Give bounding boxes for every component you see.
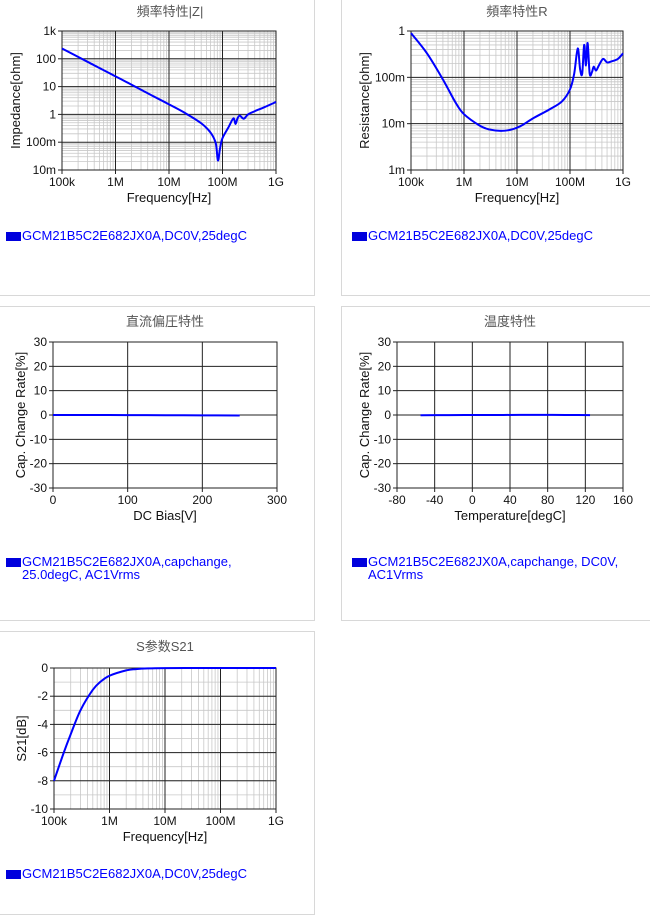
y-tick-label: 1	[398, 24, 405, 38]
chart-impedance: 頻率特性|Z| 100k 1M 10M 100M 1G 10m 100m 1 10 100 1k Fre…	[0, 0, 320, 210]
y-tick-label: 1	[49, 107, 56, 121]
y-tick-label: -30	[374, 481, 392, 495]
y-tick-label: 100m	[26, 135, 56, 149]
x-tick-label: 1G	[615, 175, 631, 189]
y-tick-label: 10	[378, 384, 392, 398]
y-tick-label: -20	[30, 457, 48, 471]
y-tick-label: 10m	[382, 117, 405, 131]
x-tick-label: 100	[118, 493, 138, 507]
chart-resistance: 頻率特性R 100k 1M 10M 100M 1G 1m 10m 100m 1 Frequency[…	[340, 0, 650, 210]
y-tick-label: -10	[30, 432, 48, 446]
legend-swatch	[6, 870, 21, 879]
y-tick-label: 10	[34, 384, 48, 398]
x-tick-label: 40	[503, 493, 517, 507]
legend-swatch	[6, 558, 21, 567]
chart-temperature: 温度特性 -80 -40 0 40 80 120 160 -30 -20 -10 0 10 20 30 Tem…	[340, 307, 650, 527]
y-tick-label: -6	[37, 746, 48, 760]
x-tick-label: 100k	[49, 175, 76, 189]
x-axis-label: Frequency[Hz]	[475, 190, 560, 205]
legend-s21: GCM21B5C2E682JX0A,DC0V,25degC	[6, 867, 247, 880]
x-tick-label: 1M	[107, 175, 124, 189]
legend-swatch	[6, 232, 21, 241]
y-axis-label: Impedance[ohm]	[8, 52, 23, 149]
legend-dc-bias: GCM21B5C2E682JX0A,capchange, 25.0degC, A…	[6, 542, 232, 581]
y-tick-label: -30	[30, 481, 48, 495]
y-tick-label: -8	[37, 774, 48, 788]
y-tick-label: 1k	[43, 24, 57, 38]
y-tick-label: 30	[378, 335, 392, 349]
chart-title: 温度特性	[484, 314, 536, 329]
y-tick-label: 0	[41, 661, 48, 675]
legend-swatch	[352, 558, 367, 567]
x-axis-label: Frequency[Hz]	[127, 190, 212, 205]
chart-s21: S参数S21 100k 1M 10M 100M 1G -10 -8 -6 -4 -2 0 Frequen…	[0, 632, 320, 852]
y-tick-label: 30	[34, 335, 48, 349]
x-axis-label: Temperature[degC]	[454, 508, 565, 523]
y-tick-label: 10m	[33, 163, 56, 177]
chart-title: 直流偏圧特性	[126, 314, 204, 329]
chart-title: 頻率特性R	[486, 4, 547, 19]
y-tick-label: 20	[378, 359, 392, 373]
x-tick-label: 10M	[157, 175, 180, 189]
legend-label: GCM21B5C2E682JX0A,capchange, DC0V, AC1Vr…	[368, 555, 618, 581]
x-tick-label: 100M	[205, 814, 235, 828]
x-tick-label: 10M	[153, 814, 176, 828]
x-tick-label: 1M	[101, 814, 118, 828]
chart-dc-bias: 直流偏圧特性 0 100 200 300 -30 -20 -10 0 10 20 30 DC Bias[…	[0, 307, 320, 527]
legend-label: GCM21B5C2E682JX0A,DC0V,25degC	[22, 228, 247, 243]
chart-title: S参数S21	[136, 639, 194, 654]
legend-swatch	[352, 232, 367, 241]
legend-label: GCM21B5C2E682JX0A,DC0V,25degC	[368, 228, 593, 243]
x-tick-label: 10M	[505, 175, 528, 189]
y-tick-label: 0	[384, 408, 391, 422]
x-tick-label: 1M	[456, 175, 473, 189]
y-axis-label: Cap. Change Rate[%]	[357, 352, 372, 478]
x-tick-label: 160	[613, 493, 633, 507]
x-tick-label: 200	[192, 493, 212, 507]
y-tick-label: -2	[37, 689, 48, 703]
y-axis-label: Cap. Change Rate[%]	[13, 352, 28, 478]
x-tick-label: 0	[50, 493, 57, 507]
y-tick-label: 100m	[375, 70, 405, 84]
x-tick-label: 0	[469, 493, 476, 507]
x-tick-label: 1G	[268, 175, 284, 189]
chart-title: 頻率特性|Z|	[137, 4, 204, 19]
y-axis-label: Resistance[ohm]	[357, 52, 372, 149]
y-tick-label: 0	[40, 408, 47, 422]
legend-impedance: GCM21B5C2E682JX0A,DC0V,25degC	[6, 229, 247, 242]
x-tick-label: 100k	[398, 175, 425, 189]
x-axis-label: Frequency[Hz]	[123, 829, 208, 844]
y-tick-label: -10	[31, 802, 49, 816]
y-tick-label: -10	[374, 432, 392, 446]
x-tick-label: 100M	[555, 175, 585, 189]
x-axis-label: DC Bias[V]	[133, 508, 197, 523]
x-tick-label: 100M	[207, 175, 237, 189]
y-tick-label: -4	[37, 717, 48, 731]
x-tick-label: -40	[426, 493, 444, 507]
y-tick-label: -20	[374, 457, 392, 471]
y-tick-label: 100	[36, 52, 56, 66]
y-tick-label: 10	[43, 80, 57, 94]
legend-temperature: GCM21B5C2E682JX0A,capchange, DC0V, AC1Vr…	[352, 542, 618, 581]
y-tick-label: 20	[34, 359, 48, 373]
x-tick-label: 80	[541, 493, 555, 507]
y-tick-label: 1m	[388, 163, 405, 177]
x-tick-label: -80	[388, 493, 406, 507]
legend-resistance: GCM21B5C2E682JX0A,DC0V,25degC	[352, 229, 593, 242]
x-tick-label: 100k	[41, 814, 68, 828]
legend-label: GCM21B5C2E682JX0A,DC0V,25degC	[22, 866, 247, 881]
x-tick-label: 120	[575, 493, 595, 507]
x-tick-label: 300	[267, 493, 287, 507]
y-axis-label: S21[dB]	[14, 715, 29, 761]
x-tick-label: 1G	[268, 814, 284, 828]
legend-label: GCM21B5C2E682JX0A,capchange, 25.0degC, A…	[22, 555, 232, 581]
